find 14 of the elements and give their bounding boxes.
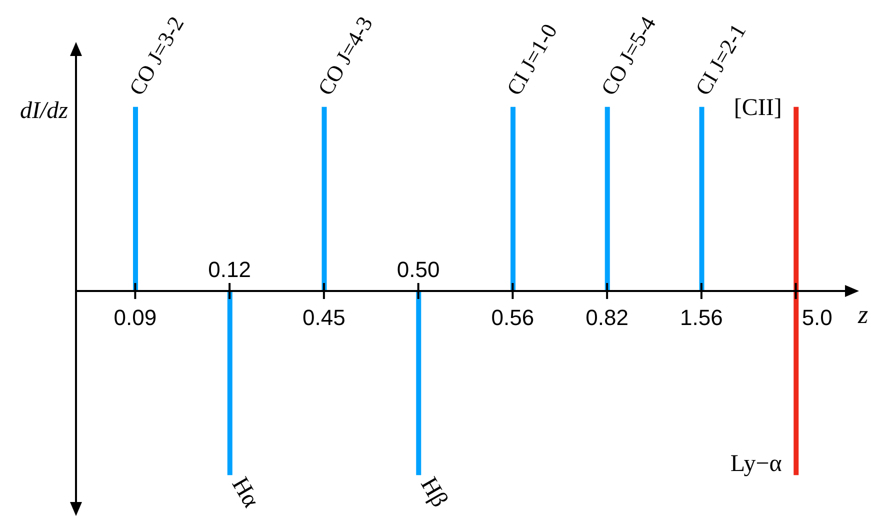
x-axis-title: z: [856, 300, 868, 329]
x-tick-label: 0.45: [302, 305, 346, 330]
x-tick-label: 0.09: [114, 305, 157, 330]
x-tick-label: 0.50: [396, 257, 440, 282]
x-tick-label: 0.56: [491, 305, 534, 330]
x-tick-label: 5.0: [802, 305, 832, 330]
x-tick-label: 1.56: [680, 305, 723, 330]
x-tick-label: 0.12: [208, 257, 251, 282]
annotation: Hβ: [415, 473, 452, 512]
annotation: [CII]: [734, 94, 782, 121]
x-tick-label: 0.82: [586, 305, 628, 330]
annotation: Hα: [226, 473, 264, 512]
y-axis-title: dI/dz: [20, 98, 69, 124]
annotation: Ly−α: [730, 451, 782, 478]
